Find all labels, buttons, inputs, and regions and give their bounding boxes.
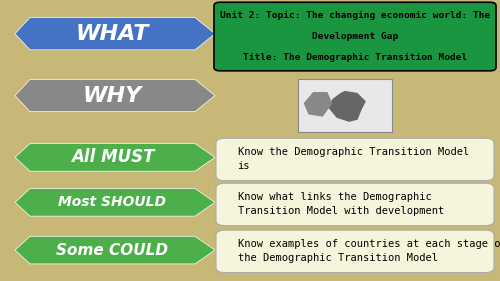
Text: Development Gap: Development Gap xyxy=(312,32,398,41)
Text: Some COULD: Some COULD xyxy=(56,243,168,258)
Text: All MUST: All MUST xyxy=(71,148,154,166)
Text: WHY: WHY xyxy=(83,85,142,106)
Polygon shape xyxy=(304,93,332,116)
Text: Most SHOULD: Most SHOULD xyxy=(58,195,166,209)
FancyBboxPatch shape xyxy=(216,183,494,226)
Polygon shape xyxy=(329,92,365,121)
Text: Know what links the Demographic
Transition Model with development: Know what links the Demographic Transiti… xyxy=(238,192,444,216)
FancyBboxPatch shape xyxy=(214,2,496,71)
Text: Know examples of countries at each stage of
the Demographic Transition Model: Know examples of countries at each stage… xyxy=(238,239,500,263)
FancyBboxPatch shape xyxy=(216,138,494,181)
Text: Unit 2: Topic: The changing economic world: The: Unit 2: Topic: The changing economic wor… xyxy=(220,12,490,21)
FancyBboxPatch shape xyxy=(216,230,494,273)
Polygon shape xyxy=(15,80,215,112)
Text: Know the Demographic Transition Model
is: Know the Demographic Transition Model is xyxy=(238,148,469,171)
Text: Title: The Demographic Transition Model: Title: The Demographic Transition Model xyxy=(243,53,467,62)
Polygon shape xyxy=(15,144,215,171)
Text: WHAT: WHAT xyxy=(76,24,149,44)
Polygon shape xyxy=(15,189,215,216)
FancyBboxPatch shape xyxy=(298,79,392,132)
Polygon shape xyxy=(15,236,215,264)
Polygon shape xyxy=(15,18,215,50)
